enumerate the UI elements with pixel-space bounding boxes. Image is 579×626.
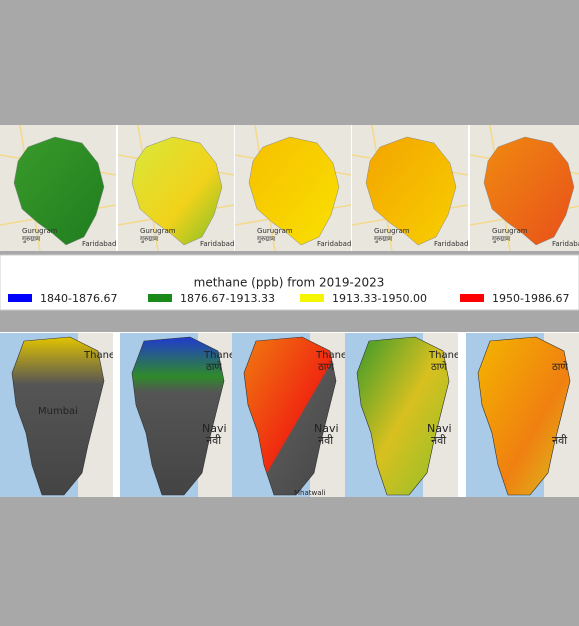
place-label: Faridabad <box>317 240 351 248</box>
region <box>131 336 225 496</box>
legend-title: methane (ppb) from 2019-2023 <box>194 276 385 290</box>
region <box>11 336 105 496</box>
place-label: Faridabad <box>552 240 579 248</box>
bottom-map: Thane Mumbai <box>0 333 115 497</box>
legend-swatch <box>148 294 172 302</box>
place-label: Faridabad <box>200 240 234 248</box>
place-label: Thane <box>315 350 347 361</box>
bottom-map: ठाणे नवी <box>466 333 579 497</box>
place-label: Gurugram <box>492 227 528 235</box>
place-label: गुरुग्राम <box>257 235 276 243</box>
place-label: Navi <box>202 422 227 435</box>
place-label: गुरुग्राम <box>140 235 159 243</box>
region <box>13 136 105 246</box>
place-label: Faridabad <box>434 240 468 248</box>
legend: 1840-1876.67 1876.67-1913.33 1913.33-1950.… <box>8 292 569 305</box>
place-label: Gurugram <box>374 227 410 235</box>
place-label: Thane <box>203 350 235 361</box>
region <box>477 336 571 496</box>
legend-label: 1913.33-1950.00 <box>332 292 427 305</box>
place-label: नवी <box>206 434 221 447</box>
legend-swatch <box>460 294 484 302</box>
place-label: गुरुग्राम <box>374 235 393 243</box>
place-label: Navi <box>427 422 452 435</box>
legend-label: 1840-1876.67 <box>40 292 117 305</box>
place-label: Faridabad <box>82 240 116 248</box>
place-label: नवी <box>552 434 567 447</box>
place-label: Mhatwali <box>294 489 325 497</box>
place-label: Gurugram <box>22 227 58 235</box>
place-label: Navi <box>314 422 339 435</box>
place-label: नवी <box>318 434 333 447</box>
legend-swatch <box>300 294 324 302</box>
place-label: Mumbai <box>38 406 78 417</box>
legend-swatch <box>8 294 32 302</box>
region <box>365 136 457 246</box>
place-label: ठाणे <box>552 361 568 373</box>
region <box>131 136 223 246</box>
place-label: Gurugram <box>257 227 293 235</box>
place-label: ठाणे <box>431 361 447 373</box>
panels: Gurugramगुरुग्रामFaridabadGurugramगुरुग्… <box>0 125 579 497</box>
region <box>248 136 340 246</box>
place-label: गुरुग्राम <box>492 235 511 243</box>
place-label: गुरुग्राम <box>22 235 41 243</box>
place-label: ठाणे <box>206 361 222 373</box>
place-label: नवी <box>431 434 446 447</box>
place-label: ठाणे <box>318 361 334 373</box>
region <box>243 336 337 496</box>
place-label: Thane <box>83 350 115 361</box>
legend-label: 1876.67-1913.33 <box>180 292 275 305</box>
region <box>483 136 575 246</box>
place-label: Gurugram <box>140 227 176 235</box>
place-label: Thane <box>428 350 460 361</box>
region <box>356 336 450 496</box>
legend-label: 1950-1986.67 <box>492 292 569 305</box>
